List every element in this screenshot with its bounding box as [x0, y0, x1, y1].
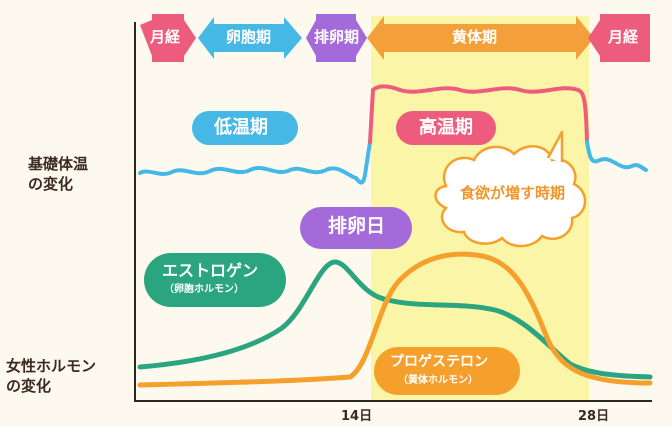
x-tick-14: 14日: [341, 409, 373, 424]
progesterone-label: プロゲステロン: [390, 354, 488, 370]
x-tick-28: 28日: [578, 409, 610, 424]
temperature-post-line: [585, 140, 648, 172]
hormone-side-label: 女性ホルモン の変化: [6, 356, 96, 396]
phase-arrow-menstruation-start: [140, 14, 196, 62]
temperature-low-line: [138, 140, 372, 185]
low-temp-bubble: [192, 111, 298, 145]
hormone-side-label-line1: 女性ホルモン: [6, 357, 97, 375]
progesterone-bubble: [374, 347, 520, 395]
estrogen-bubble: [144, 253, 286, 307]
phase-arrow-menstruation-end: [588, 14, 650, 62]
phase-label-menstruation-start: 月経: [150, 28, 181, 46]
temperature-side-label-line1: 基礎体温: [28, 155, 89, 173]
ovulation-day-label: 排卵日: [328, 215, 386, 237]
phase-arrow-luteal: [367, 16, 594, 60]
phase-label-menstruation-end: 月経: [608, 28, 639, 46]
progesterone-sub-label: （黄体ホルモン）: [398, 375, 478, 386]
appetite-label: 食欲が増す時期: [460, 184, 566, 202]
phase-label-ovulation: 排卵期: [314, 28, 360, 46]
appetite-cloud-tail: [546, 130, 564, 162]
temperature-side-label: 基礎体温 の変化: [28, 154, 88, 194]
temperature-side-label-line2: の変化: [28, 175, 74, 193]
temperature-high-line: [368, 84, 589, 144]
phase-label-follicular: 卵胞期: [226, 28, 272, 46]
low-temp-label: 低温期: [214, 117, 268, 138]
high-temp-bubble: [396, 111, 496, 145]
hormone-side-label-line2: の変化: [6, 377, 52, 395]
ovulation-day-bubble: [300, 207, 412, 249]
phase-arrow-ovulation: [306, 14, 367, 62]
progesterone-curve: [137, 251, 653, 388]
estrogen-label: エストロゲン: [162, 261, 259, 280]
phase-label-luteal: 黄体期: [452, 28, 498, 46]
phase-arrow-follicular: [198, 17, 302, 59]
appetite-cloud: [434, 145, 587, 248]
high-temp-label: 高温期: [419, 117, 473, 138]
estrogen-sub-label: （卵胞ホルモン）: [164, 284, 244, 295]
